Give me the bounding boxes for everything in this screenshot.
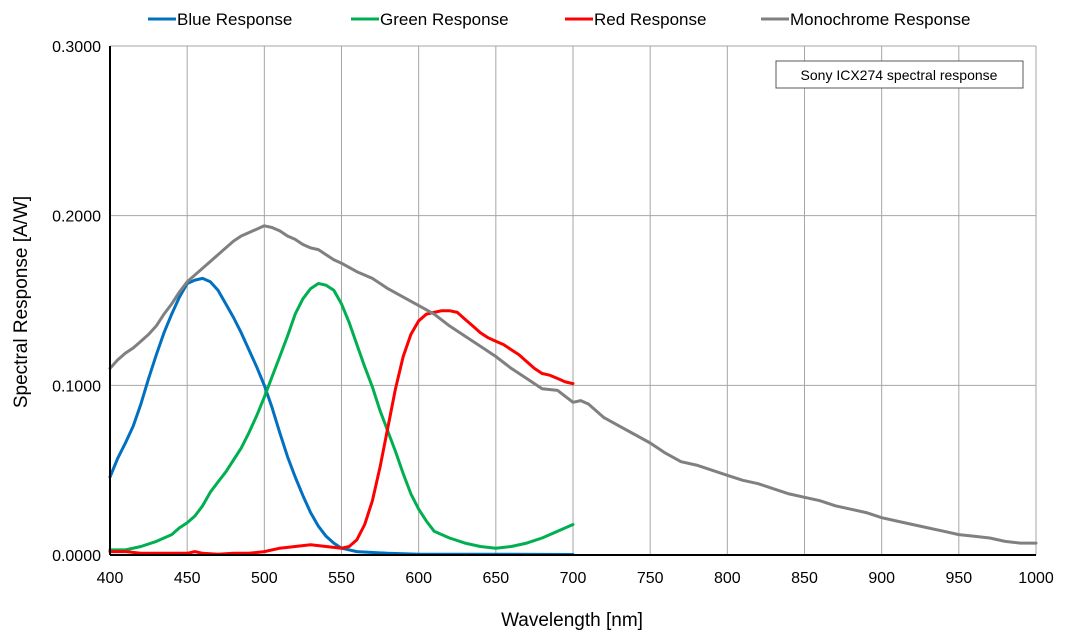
red-response-legend-label: Red Response: [594, 10, 706, 29]
x-tick-label: 850: [791, 570, 818, 587]
x-tick-label: 550: [328, 570, 355, 587]
monochrome-response-line: [108, 224, 1038, 545]
x-tick-label: 400: [97, 570, 124, 587]
x-tick-label: 900: [868, 570, 895, 587]
y-tick-label: 0.3000: [52, 39, 101, 56]
x-axis-title: Wavelength [nm]: [501, 610, 643, 631]
annotation-box: Sony ICX274 spectral response: [775, 60, 1024, 89]
x-tick-label: 650: [482, 570, 509, 587]
grid: [110, 45, 1037, 555]
red-response-line: [108, 309, 575, 556]
x-tick-label: 800: [714, 570, 741, 587]
y-tick-label: 0.2000: [52, 209, 101, 226]
annotation-label: Sony ICX274 spectral response: [801, 67, 998, 83]
x-tick-label: 700: [560, 570, 587, 587]
series-lines: [108, 224, 1038, 556]
x-tick-label: 450: [174, 570, 201, 587]
green-response-legend-label: Green Response: [380, 10, 509, 29]
x-tick-labels: 400 450 500 550 600 650 700 750 800 850 900 950 1000: [97, 570, 1054, 587]
y-tick-label: 0.0000: [52, 548, 101, 565]
blue-response-line: [108, 276, 575, 556]
x-tick-label: 500: [251, 570, 278, 587]
x-tick-label: 750: [637, 570, 664, 587]
green-response-line: [108, 282, 575, 552]
y-tick-labels: 0.0000 0.1000 0.2000 0.3000: [52, 39, 101, 565]
blue-response-legend-label: Blue Response: [177, 10, 292, 29]
x-tick-label: 600: [405, 570, 432, 587]
y-tick-label: 0.1000: [52, 378, 101, 395]
monochrome-response-legend-label: Monochrome Response: [790, 10, 970, 29]
x-tick-label: 950: [945, 570, 972, 587]
legend: Blue Response Green Response Red Response M…: [148, 10, 970, 29]
y-axis-title: Spectral Response [A/W]: [11, 196, 32, 408]
x-tick-label: 1000: [1018, 570, 1054, 587]
